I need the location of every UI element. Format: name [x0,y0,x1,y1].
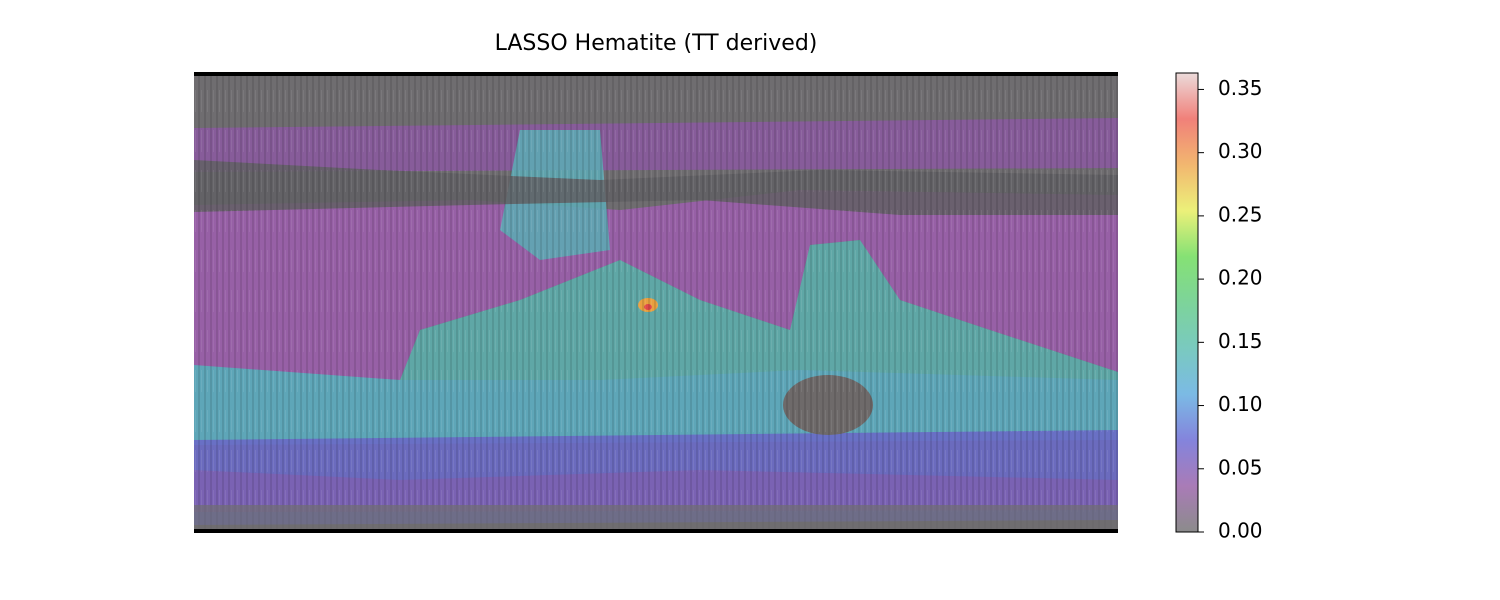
colorbar-tick-label: 0.35 [1218,76,1263,100]
colorbar-tick-label: 0.15 [1218,329,1263,353]
colorbar-tick-label: 0.20 [1218,266,1263,290]
colorbar-tick-label: 0.25 [1218,202,1263,226]
colorbar-tick-label: 0.00 [1218,519,1263,543]
colorbar [1175,72,1199,533]
map-texture [194,74,1118,531]
chart-title: LASSO Hematite (TT derived) [495,31,818,56]
map-region [194,505,1118,531]
map [194,74,1118,531]
colorbar-tick-label: 0.10 [1218,392,1263,416]
colorbar-tick-label: 0.30 [1218,139,1263,163]
colorbar-tick-label: 0.05 [1218,455,1263,479]
